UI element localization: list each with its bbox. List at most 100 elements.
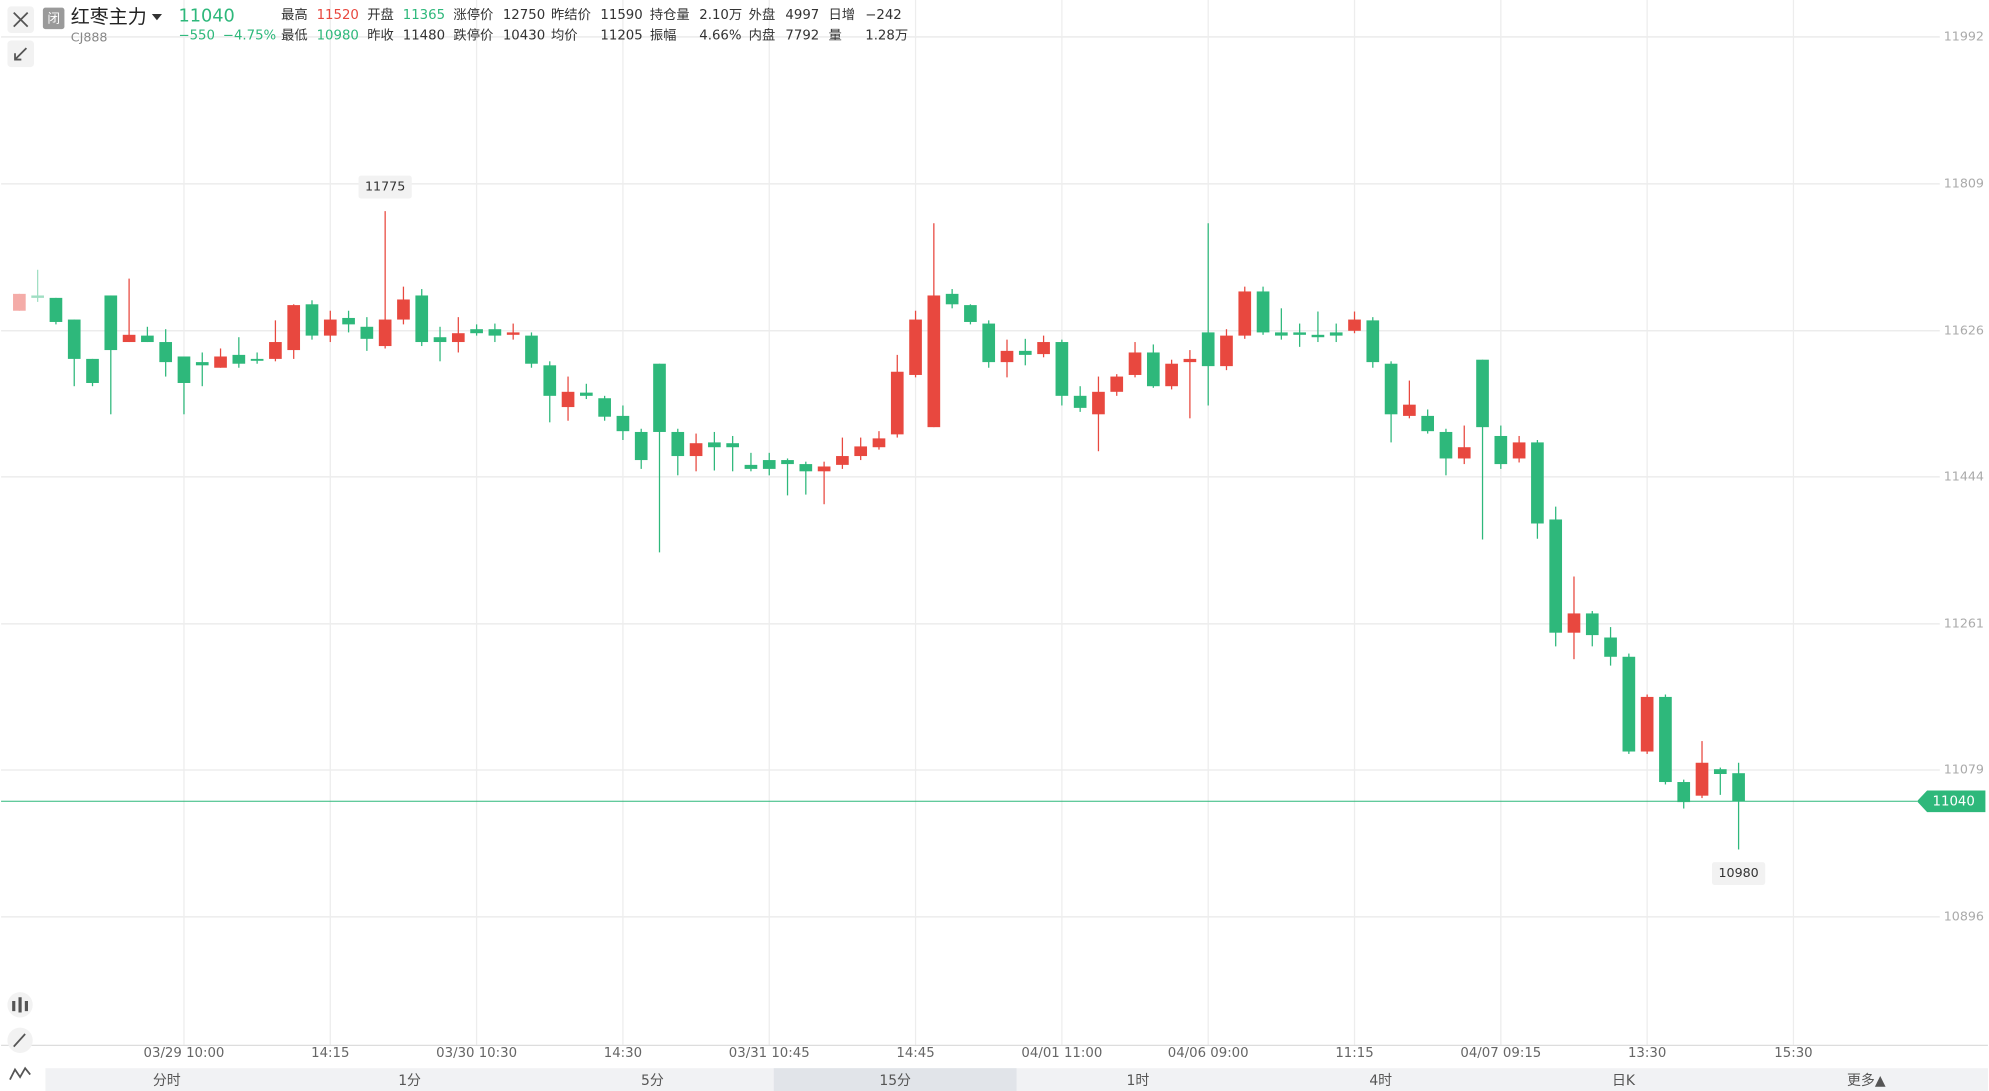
candle xyxy=(945,289,959,309)
candle-body xyxy=(1293,332,1306,335)
tab-label[interactable]: 1时 xyxy=(1127,1073,1150,1089)
candle-body xyxy=(762,460,776,469)
candle-body xyxy=(1256,291,1270,333)
candle-body xyxy=(1659,696,1672,783)
stat-value: 12750 xyxy=(503,8,545,23)
candle xyxy=(488,323,502,343)
candle xyxy=(1037,335,1050,358)
candle-body xyxy=(1567,613,1581,633)
stat-value: 11520 xyxy=(317,8,359,23)
candle xyxy=(195,352,209,387)
candle xyxy=(415,289,429,347)
candle-body xyxy=(1604,637,1617,657)
dropdown-icon[interactable] xyxy=(151,13,162,21)
candle xyxy=(653,363,666,553)
symbol-code: CJ888 xyxy=(71,30,108,45)
candle-body xyxy=(1092,391,1105,415)
candle xyxy=(854,437,868,461)
candle xyxy=(506,323,520,340)
candle-body xyxy=(1585,613,1599,636)
candle-body xyxy=(1476,359,1489,428)
candle xyxy=(1073,386,1087,412)
candle-body xyxy=(1494,435,1508,465)
candle-body xyxy=(433,337,447,343)
stat-value: 2.10万 xyxy=(699,8,742,23)
candle xyxy=(1713,767,1727,795)
price-change-pct: −4.75% xyxy=(223,28,276,43)
candle-body xyxy=(1128,352,1142,375)
candle-body xyxy=(67,319,81,359)
candle-body xyxy=(1055,342,1069,396)
candle xyxy=(1640,694,1654,754)
candle-body xyxy=(744,464,758,469)
symbol-name[interactable]: 红枣主力 xyxy=(71,6,147,28)
x-tick-label: 15:30 xyxy=(1774,1046,1812,1061)
candle-body xyxy=(1439,431,1453,459)
candle-body xyxy=(1640,696,1654,752)
candle-body xyxy=(1018,350,1032,355)
stat-label: 均价 xyxy=(551,27,578,43)
candle-body xyxy=(342,317,355,325)
candle xyxy=(1604,627,1617,666)
x-tick-label: 03/31 10:45 xyxy=(729,1046,810,1061)
tab-label[interactable]: 1分 xyxy=(398,1073,421,1089)
stat-label: 跌停价 xyxy=(453,26,493,43)
y-tick-label: 11444 xyxy=(1944,468,1984,483)
stat-value: 7792 xyxy=(785,28,819,43)
zoom-icon xyxy=(14,47,28,61)
candle xyxy=(1695,741,1709,799)
plot: 10896 11079 11261 11444 11626 11809 11992 03/29… xyxy=(1,0,1988,1061)
tab[interactable] xyxy=(773,1068,1017,1091)
y-tick-label: 10896 xyxy=(1944,908,1984,923)
candle-body xyxy=(159,342,173,363)
last-price: 11040 xyxy=(178,6,234,26)
candle xyxy=(141,326,154,343)
candle-body xyxy=(872,438,886,448)
candle-body xyxy=(964,305,977,322)
candle xyxy=(1549,506,1563,647)
candle-body xyxy=(1512,442,1526,459)
candle-body xyxy=(360,326,374,339)
candle-body xyxy=(1110,376,1124,392)
candle-body xyxy=(1732,773,1745,802)
stat-label: 最低 xyxy=(281,27,308,43)
candle xyxy=(1421,409,1435,434)
trend-icon[interactable] xyxy=(9,1066,31,1080)
candle-body xyxy=(1275,332,1288,336)
candle xyxy=(543,361,557,423)
candle-body xyxy=(122,334,136,343)
candle xyxy=(397,286,410,325)
tab-label[interactable]: 5分 xyxy=(641,1073,664,1089)
candle-body xyxy=(13,293,26,311)
candle-body xyxy=(1549,519,1563,633)
candle xyxy=(159,329,173,377)
candle xyxy=(1128,342,1142,378)
tab-label[interactable]: 4时 xyxy=(1369,1073,1392,1089)
tab-label[interactable]: 日K xyxy=(1612,1073,1636,1089)
stat-value: 11205 xyxy=(600,28,642,43)
candle-body xyxy=(982,323,996,363)
candle xyxy=(836,437,849,469)
candle-body xyxy=(323,319,337,336)
y-tick-label: 11992 xyxy=(1944,28,1984,43)
tab-label[interactable]: 分时 xyxy=(153,1073,181,1089)
stat-label: 昨收 xyxy=(367,27,394,43)
y-tick-label: 11626 xyxy=(1944,322,1984,337)
x-tick-label: 04/07 09:15 xyxy=(1460,1046,1541,1061)
candle-body xyxy=(1421,415,1435,432)
candle-body xyxy=(1201,332,1215,367)
candle xyxy=(744,452,758,472)
candle xyxy=(708,431,721,471)
last-price-badge xyxy=(1916,790,1986,813)
candle-body xyxy=(634,431,648,461)
candle-body xyxy=(927,295,941,428)
stat-value: 4997 xyxy=(785,8,819,23)
candle-body xyxy=(305,304,319,336)
tab-label[interactable]: 更多▲ xyxy=(1847,1072,1886,1089)
candle xyxy=(378,211,392,349)
candle-body xyxy=(561,391,575,408)
candle-body xyxy=(653,363,666,432)
tab-label[interactable]: 15分 xyxy=(879,1073,911,1089)
